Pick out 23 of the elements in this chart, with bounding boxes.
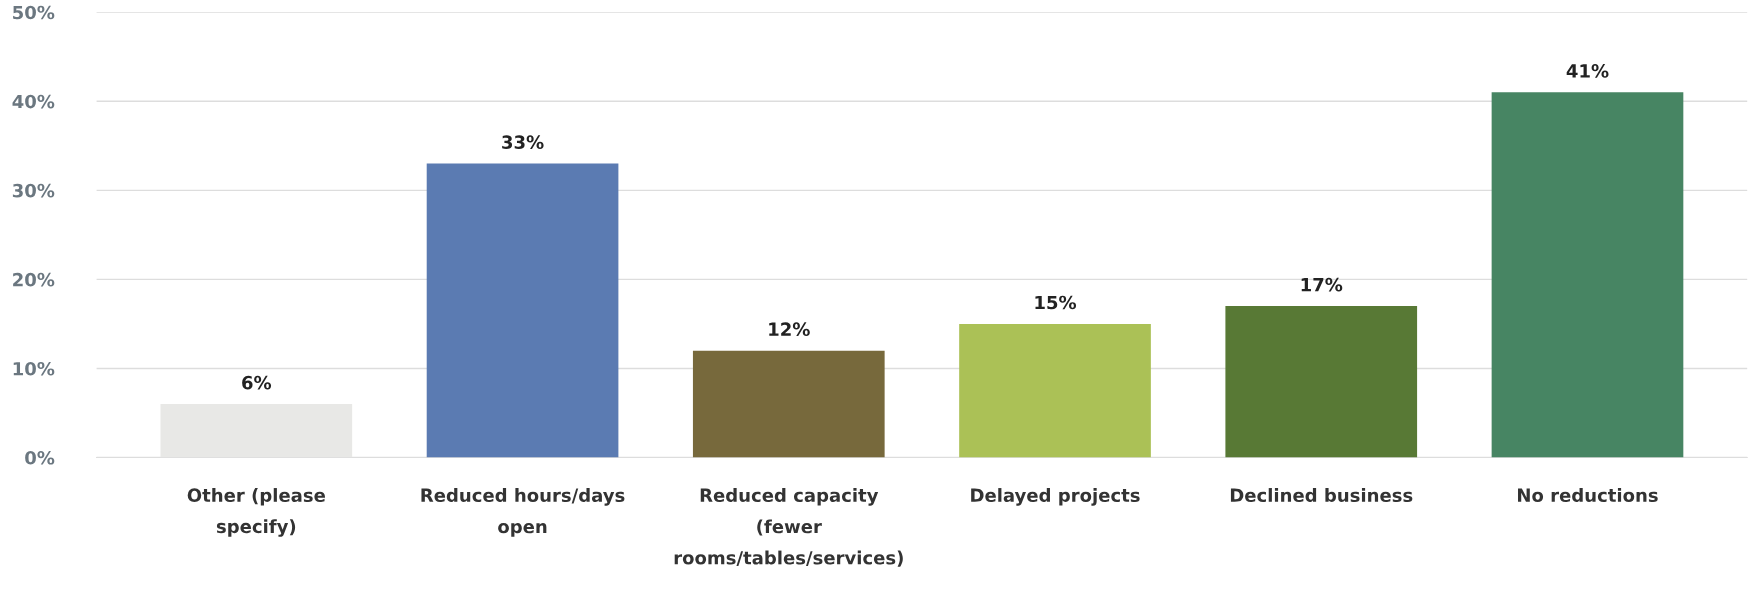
y-tick-label: 20% [13,272,55,287]
y-tick-label: 10% [13,361,55,376]
bar [1491,92,1684,458]
bar [959,323,1151,458]
x-tick-label: No reductions [1518,488,1658,503]
x-tick-label: Reduced hours/days open [421,488,625,537]
data-label: 15% [1035,295,1077,310]
bar [692,350,885,458]
x-tick-label: Declined business [1230,488,1413,503]
x-tick-label: Reduced capacity (fewer rooms/tables/services) [674,488,903,567]
data-label: 41% [1566,64,1609,78]
data-label: 33% [502,135,544,149]
y-tick-label: 40% [12,94,55,109]
y-tick-label: 30% [12,183,55,198]
x-tick-label: Delayed projects [971,488,1140,506]
y-tick-label: 0% [25,450,55,465]
y-tick-label: 50% [13,5,55,20]
bar [426,163,619,458]
bar [1225,306,1418,458]
data-label: 12% [769,322,810,337]
x-tick-label: Other (please specify) [187,488,325,537]
data-label: 17% [1301,277,1343,292]
data-label: 6% [242,375,272,390]
